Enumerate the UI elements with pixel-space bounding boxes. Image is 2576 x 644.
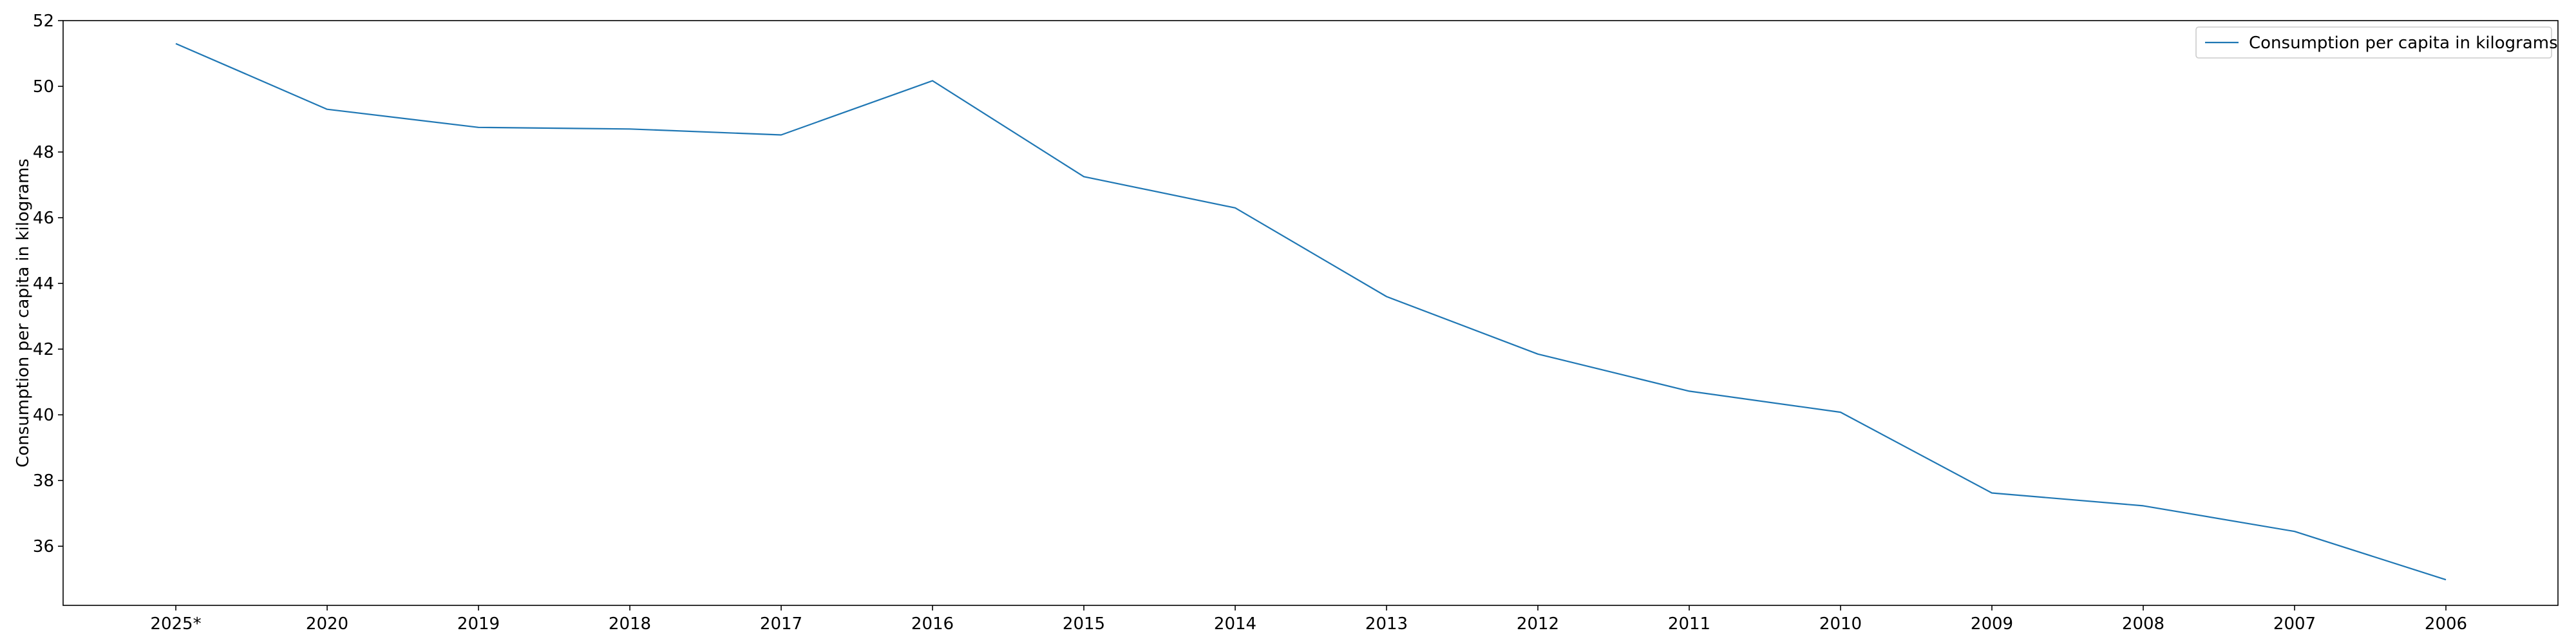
x-tick-label: 2012: [1517, 614, 1559, 634]
series-line: [175, 43, 2447, 581]
y-tick-label: 42: [33, 340, 54, 359]
x-tick-label: 2011: [1668, 614, 1710, 634]
y-axis-title: Consumption per capita in kilograms: [14, 158, 33, 468]
y-tick-label: 50: [33, 77, 54, 97]
x-tick-label: 2009: [1971, 614, 2013, 634]
y-axis: 36 38 40 42 44 46 48 50 52: [33, 12, 63, 556]
y-tick-label: 38: [33, 471, 54, 491]
x-tick-label: 2025*: [150, 614, 201, 634]
x-tick-label: 2020: [306, 614, 348, 634]
x-tick-label: 2006: [2425, 614, 2467, 634]
x-tick-label: 2017: [760, 614, 802, 634]
legend-label: Consumption per capita in kilograms: [2249, 33, 2558, 53]
x-tick-label: 2016: [911, 614, 954, 634]
x-tick-label: 2013: [1365, 614, 1408, 634]
x-axis: 2025* 2020 2019 2018 2017 2016 2015 2014 2013 201…: [150, 605, 2467, 634]
y-tick-label: 46: [33, 209, 54, 228]
x-tick-label: 2007: [2273, 614, 2316, 634]
y-tick-label: 48: [33, 143, 54, 162]
series-layer: [175, 43, 2447, 581]
x-tick-label: 2015: [1063, 614, 1105, 634]
x-tick-label: 2010: [1819, 614, 1862, 634]
x-tick-label: 2018: [609, 614, 651, 634]
y-tick-label: 44: [33, 274, 54, 294]
legend-box: [2195, 26, 2552, 59]
y-tick-label: 40: [33, 406, 54, 425]
x-tick-label: 2008: [2122, 614, 2164, 634]
y-tick-label: 52: [33, 12, 54, 31]
plot-area-frame: [62, 20, 2559, 606]
x-tick-label: 2019: [457, 614, 500, 634]
y-tick-label: 36: [33, 537, 54, 556]
x-tick-label: 2014: [1214, 614, 1256, 634]
legend: Consumption per capita in kilograms: [2195, 26, 2558, 59]
